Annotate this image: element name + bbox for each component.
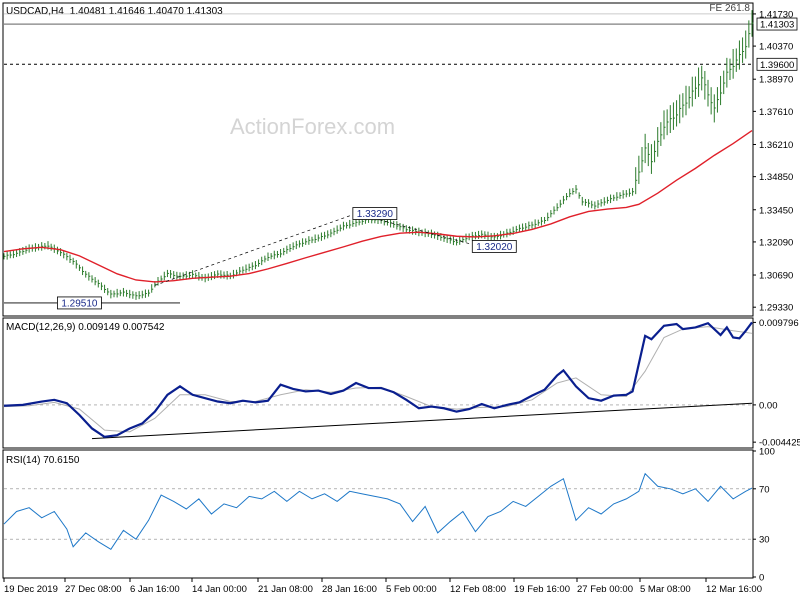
swing-label: 1.32020 bbox=[476, 242, 513, 253]
time-tick-label: 19 Dec 2019 bbox=[4, 584, 58, 595]
swing-label-box bbox=[57, 296, 102, 310]
price-plot bbox=[3, 10, 754, 300]
swing-label: 1.29510 bbox=[61, 298, 98, 309]
time-tick-label: 28 Jan 16:00 bbox=[322, 584, 377, 595]
macd-trend-line bbox=[91, 402, 753, 440]
time-tick-label: 19 Feb 16:00 bbox=[514, 584, 570, 595]
rsi-panel-frame bbox=[2, 449, 754, 579]
swing-label: 1.33290 bbox=[357, 209, 394, 220]
rsi-tick-label: 0 bbox=[759, 573, 764, 584]
price-tick-label: 1.40370 bbox=[759, 42, 793, 53]
moving-average-line bbox=[3, 129, 753, 283]
price-axis: 1.41730 1.40370 1.38970 1.37610 1.36210 1.348… bbox=[753, 9, 798, 314]
price-tick-label: 1.38970 bbox=[759, 75, 793, 86]
price-annotations: 1.33290 1.32020 1.29510 bbox=[4, 207, 517, 310]
time-tick-label: 27 Dec 08:00 bbox=[65, 584, 122, 595]
macd-plot bbox=[3, 321, 753, 440]
price-tick-label: 1.36210 bbox=[759, 140, 793, 151]
rsi-line bbox=[3, 472, 753, 550]
rsi-panel-title: RSI(14) 70.6150 bbox=[6, 455, 80, 466]
price-panel-title: USDCAD,H4 1.40481 1.41646 1.40470 1.41303 bbox=[6, 6, 223, 17]
price-lines bbox=[4, 13, 752, 65]
level-price-tag: 1.39600 bbox=[760, 60, 794, 71]
time-tick-label: 12 Feb 08:00 bbox=[450, 584, 506, 595]
rsi-panel: RSI(14) 70.6150 100 70 30 0 bbox=[2, 447, 775, 584]
rsi-axis: 100 70 30 0 bbox=[753, 447, 775, 584]
macd-tick-label: -0.004425 bbox=[759, 438, 800, 449]
rsi-tick-label: 100 bbox=[759, 447, 775, 458]
price-tick-label: 1.33450 bbox=[759, 205, 793, 216]
level-price-tag-box bbox=[756, 57, 798, 71]
rsi-tick-label: 30 bbox=[759, 535, 770, 546]
time-tick-label: 12 Mar 16:00 bbox=[706, 584, 762, 595]
watermark-text: ActionForex.com bbox=[230, 114, 395, 139]
price-tick-label: 1.41730 bbox=[759, 9, 793, 20]
price-tick-label: 1.29330 bbox=[759, 303, 793, 314]
time-tick-label: 5 Feb 00:00 bbox=[386, 584, 437, 595]
rsi-plot bbox=[3, 472, 753, 550]
price-tick-label: 1.32090 bbox=[759, 237, 793, 248]
macd-panel-frame bbox=[2, 317, 754, 449]
current-price-tag: 1.41303 bbox=[760, 20, 794, 31]
price-tick-label: 1.34850 bbox=[759, 172, 793, 183]
macd-series-macd bbox=[3, 321, 753, 439]
time-tick-label: 5 Mar 08:00 bbox=[640, 584, 691, 595]
time-axis: 19 Dec 2019 27 Dec 08:00 6 Jan 16:00 14 Jan… bbox=[3, 578, 762, 595]
macd-tick-label: 0.009796 bbox=[759, 318, 799, 329]
time-tick-label: 14 Jan 00:00 bbox=[192, 584, 247, 595]
ohlc-label: 1.40481 1.41646 1.40470 1.41303 bbox=[70, 6, 223, 17]
macd-axis: 0.009796 0.00 -0.004425 bbox=[753, 318, 800, 449]
macd-tick-label: 0.00 bbox=[759, 400, 778, 411]
price-tick-label: 1.30690 bbox=[759, 271, 793, 282]
fib-extension-label: FE 261.8 bbox=[709, 3, 750, 14]
time-tick-label: 21 Jan 08:00 bbox=[258, 584, 313, 595]
swing-label-box bbox=[352, 207, 398, 220]
price-tick-label: 1.37610 bbox=[759, 107, 793, 118]
current-price-tag-box bbox=[756, 17, 798, 31]
time-tick-label: 6 Jan 16:00 bbox=[130, 584, 180, 595]
symbol-label: USDCAD,H4 bbox=[6, 6, 64, 17]
swing-label-box bbox=[471, 240, 517, 253]
time-tick-label: 27 Feb 00:00 bbox=[577, 584, 633, 595]
price-panel: ActionForex.com USDCAD,H4 1.40481 1.41646… bbox=[2, 2, 798, 317]
price-panel-frame bbox=[2, 2, 754, 317]
rsi-tick-label: 70 bbox=[759, 484, 770, 495]
macd-panel-title: MACD(12,26,9) 0.009149 0.007542 bbox=[6, 322, 165, 333]
macd-panel: MACD(12,26,9) 0.009149 0.007542 0.009796… bbox=[2, 317, 800, 449]
